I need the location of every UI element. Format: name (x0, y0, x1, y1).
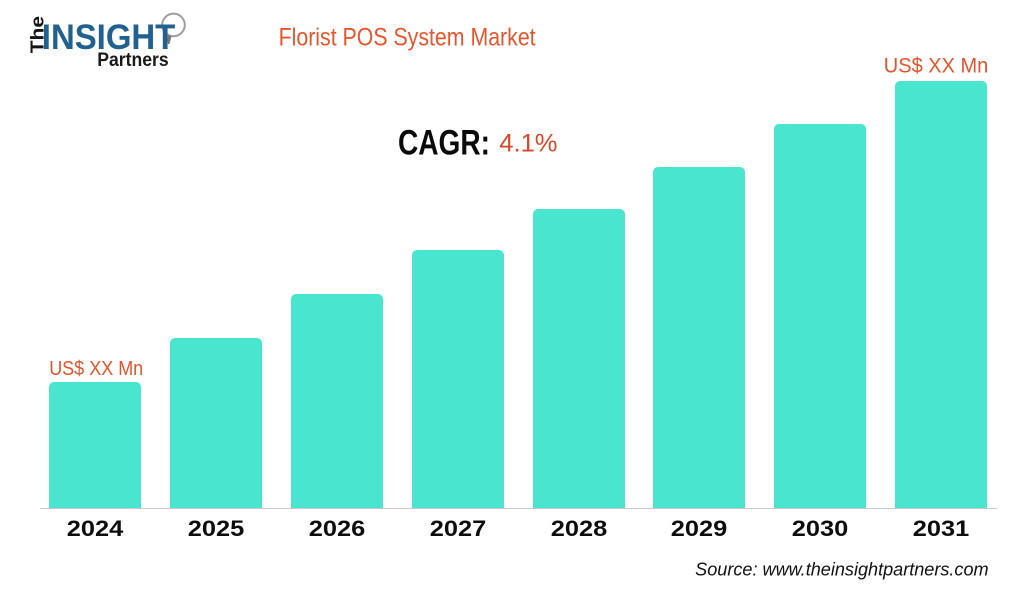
svg-text:2029: 2029 (671, 516, 728, 541)
svg-text:The: The (27, 16, 47, 53)
svg-text:Source: www.theinsightpartners: Source: www.theinsightpartners.com (695, 559, 988, 579)
svg-text:4.1%: 4.1% (499, 130, 557, 157)
svg-text:2025: 2025 (188, 516, 245, 541)
svg-text:INSIGHT: INSIGHT (42, 17, 176, 57)
svg-text:2031: 2031 (913, 516, 970, 541)
svg-text:2026: 2026 (309, 516, 366, 541)
svg-text:Florist POS System Market: Florist POS System Market (279, 24, 536, 51)
svg-text:US$ XX Mn: US$ XX Mn (49, 358, 143, 380)
svg-text:2024: 2024 (67, 516, 124, 541)
svg-text:2030: 2030 (792, 516, 849, 541)
svg-text:Partners: Partners (97, 50, 169, 71)
svg-text:US$ XX Mn: US$ XX Mn (884, 53, 989, 77)
svg-text:CAGR:: CAGR: (398, 124, 490, 163)
svg-text:2028: 2028 (551, 516, 608, 541)
svg-text:2027: 2027 (430, 516, 487, 541)
